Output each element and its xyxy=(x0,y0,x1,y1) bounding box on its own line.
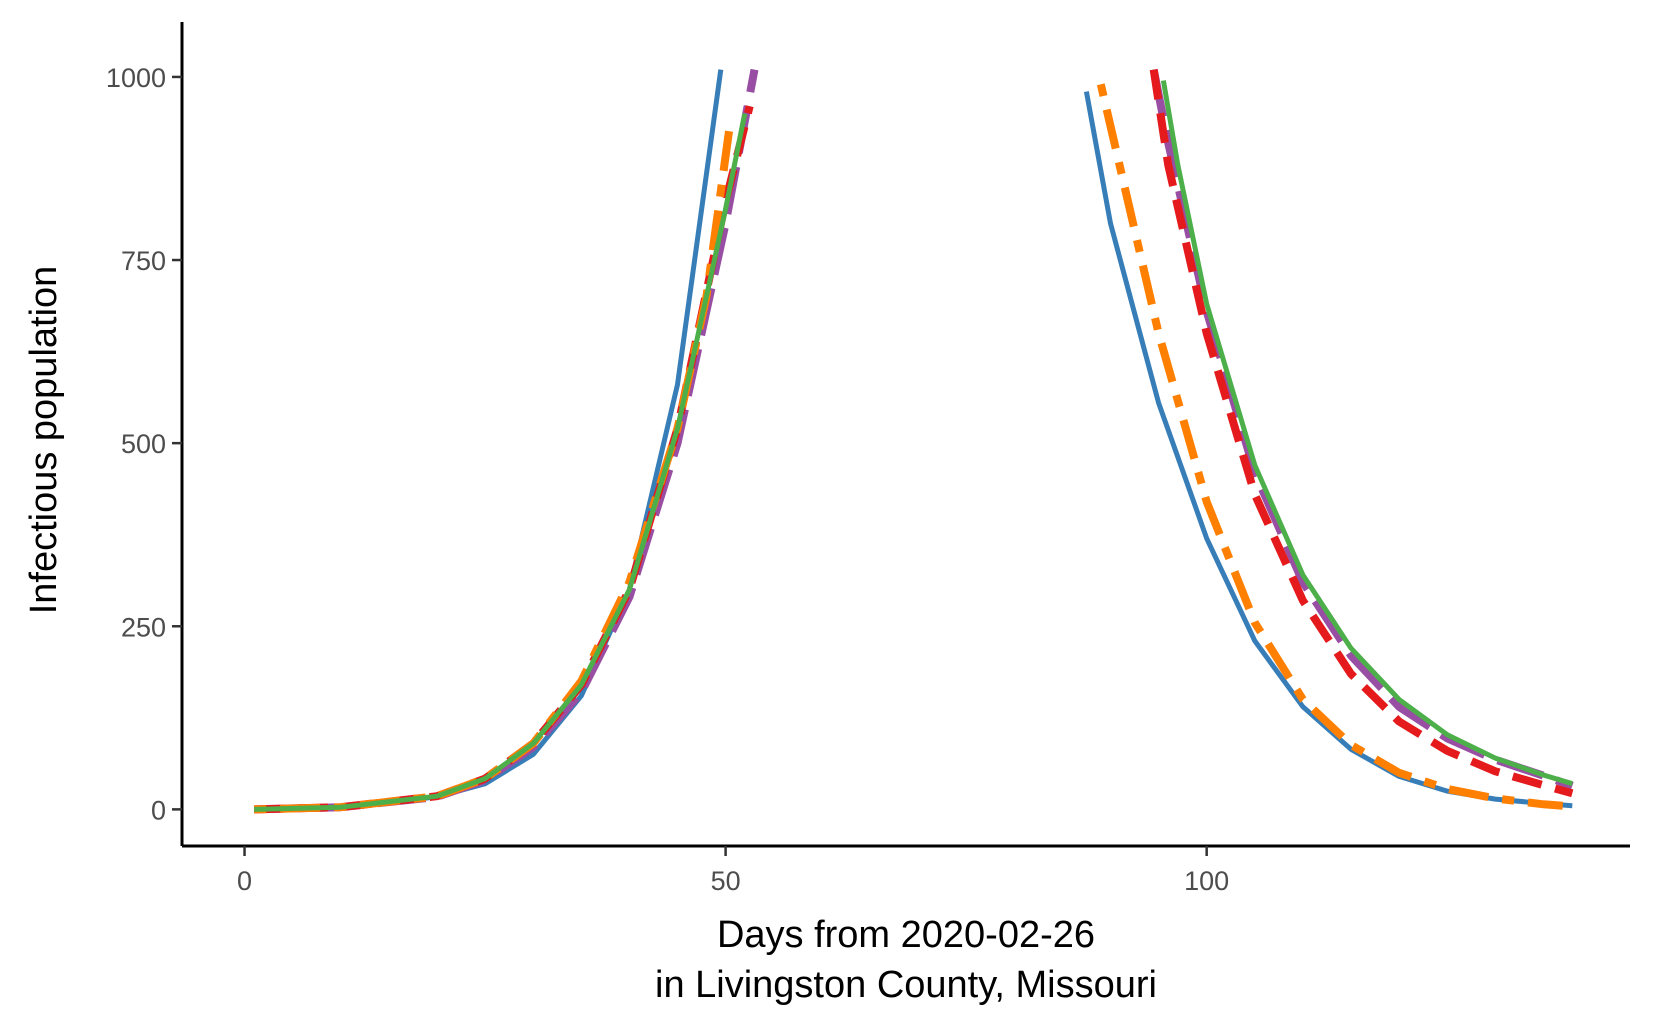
x-tick-label: 100 xyxy=(1184,866,1229,896)
y-tick-label: 250 xyxy=(121,612,166,642)
series-3-line-2 xyxy=(1149,68,1574,798)
y-tick-label: 1000 xyxy=(106,63,166,93)
series-4-line-2 xyxy=(1096,83,1563,810)
x-axis-title-line-2: in Livingston County, Missouri xyxy=(655,964,1157,1006)
series-2-line-2 xyxy=(1149,68,1574,790)
y-tick-label: 500 xyxy=(121,429,166,459)
axes xyxy=(180,22,1630,848)
x-axis-title-line-1: Days from 2020-02-26 xyxy=(717,914,1095,956)
y-tick-label: 0 xyxy=(151,795,166,825)
series-3-line-1 xyxy=(254,105,754,814)
series-5-line-1 xyxy=(254,113,748,812)
y-tick-label: 750 xyxy=(121,246,166,276)
x-tick-label: 0 xyxy=(237,866,252,896)
y-axis-title: Infectious population xyxy=(23,266,65,615)
series-2-line-1 xyxy=(254,68,759,814)
series-5-line-2 xyxy=(1160,80,1574,787)
x-ticks: 0 50 100 xyxy=(237,846,1229,896)
series-1-line-1 xyxy=(254,69,724,812)
x-tick-label: 50 xyxy=(711,866,741,896)
series-1-line-2 xyxy=(1083,91,1573,809)
plot-lines xyxy=(254,68,1574,814)
y-ticks: 0 250 500 750 1000 xyxy=(106,63,182,825)
